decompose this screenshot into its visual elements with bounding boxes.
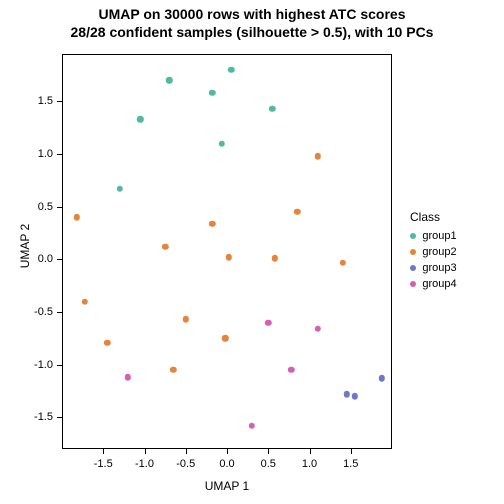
- legend-swatch: [410, 233, 416, 239]
- chart-title-line2: 28/28 confident samples (silhouette > 0.…: [0, 24, 504, 42]
- y-tick-label: -1.0: [25, 359, 53, 371]
- x-tick-mark: [268, 449, 269, 454]
- y-tick-mark: [57, 312, 62, 313]
- legend-item: group3: [410, 260, 457, 276]
- y-tick-label: 1.0: [25, 148, 53, 160]
- x-tick-mark: [186, 449, 187, 454]
- y-tick-mark: [57, 365, 62, 366]
- x-tick-label: 1.5: [343, 458, 358, 470]
- x-tick-label: -1.0: [135, 458, 154, 470]
- x-tick-mark: [310, 449, 311, 454]
- x-tick-mark: [145, 449, 146, 454]
- legend-swatch: [410, 265, 416, 271]
- y-tick-mark: [57, 259, 62, 260]
- x-tick-label: 0.0: [219, 458, 234, 470]
- legend-item: group4: [410, 276, 457, 292]
- chart-title-line1: UMAP on 30000 rows with highest ATC scor…: [0, 6, 504, 24]
- legend-label: group3: [422, 260, 456, 276]
- x-tick-mark: [103, 449, 104, 454]
- y-tick-label: 1.5: [25, 95, 53, 107]
- x-tick-label: 0.5: [261, 458, 276, 470]
- x-tick-mark: [351, 449, 352, 454]
- y-tick-label: 0.0: [25, 253, 53, 265]
- x-tick-label: -0.5: [176, 458, 195, 470]
- legend-title: Class: [410, 210, 457, 224]
- chart-title: UMAP on 30000 rows with highest ATC scor…: [0, 6, 504, 41]
- x-tick-label: 1.0: [302, 458, 317, 470]
- legend-swatch: [410, 249, 416, 255]
- y-axis-label: UMAP 2: [18, 216, 32, 276]
- legend-label: group2: [422, 244, 456, 260]
- plot-area: [62, 54, 392, 449]
- y-tick-mark: [57, 101, 62, 102]
- legend: Class group1group2group3group4: [410, 210, 457, 292]
- y-tick-mark: [57, 207, 62, 208]
- y-tick-label: 0.5: [25, 201, 53, 213]
- y-tick-mark: [57, 154, 62, 155]
- y-tick-mark: [57, 417, 62, 418]
- x-tick-label: -1.5: [94, 458, 113, 470]
- x-axis-label: UMAP 1: [62, 479, 392, 493]
- legend-item: group2: [410, 244, 457, 260]
- legend-items: group1group2group3group4: [410, 228, 457, 292]
- x-tick-mark: [227, 449, 228, 454]
- legend-label: group4: [422, 276, 456, 292]
- y-tick-label: -1.5: [25, 411, 53, 423]
- y-tick-label: -0.5: [25, 306, 53, 318]
- legend-label: group1: [422, 228, 456, 244]
- chart-root: UMAP on 30000 rows with highest ATC scor…: [0, 0, 504, 504]
- legend-item: group1: [410, 228, 457, 244]
- legend-swatch: [410, 281, 416, 287]
